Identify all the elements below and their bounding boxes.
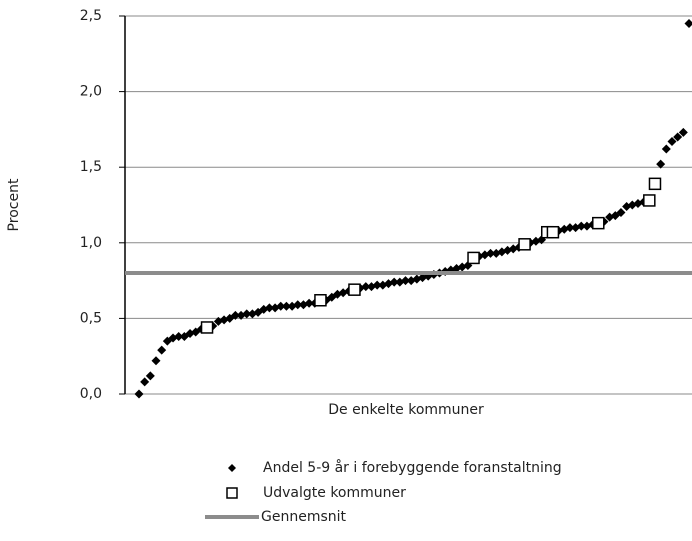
diamond-point <box>684 19 692 29</box>
square-point <box>648 177 662 191</box>
diamond-point <box>372 280 382 290</box>
diamond-point <box>576 221 586 231</box>
diamond-point <box>400 276 410 286</box>
diamond-point <box>678 127 688 137</box>
diamond-point <box>667 136 677 146</box>
diamond-point <box>276 301 286 311</box>
legend-symbol <box>228 464 236 472</box>
square-point <box>200 321 214 334</box>
diamond-point <box>174 332 184 342</box>
diamond-point <box>361 282 371 292</box>
diamond-point <box>140 377 150 387</box>
square-point <box>592 216 605 230</box>
diamond-point <box>157 345 167 355</box>
y-tick-label: 2,0 <box>80 84 102 100</box>
diamond-point <box>151 356 161 366</box>
square-point <box>546 225 560 239</box>
y-tick-label: 0,5 <box>80 310 102 326</box>
diamond-point <box>673 132 683 142</box>
diamond-point <box>293 300 303 310</box>
y-axis-label: Procent <box>6 178 22 231</box>
legend-symbol <box>226 487 238 499</box>
square-point <box>348 283 361 296</box>
y-tick-label: 2,5 <box>80 8 102 24</box>
diamond-point <box>134 389 144 399</box>
diamond-point <box>264 303 274 313</box>
square-point <box>467 251 480 265</box>
diamond-point <box>281 301 291 311</box>
x-axis-label: De enkelte kommuner <box>328 402 484 418</box>
diamond-point <box>565 223 575 233</box>
legend-label: Udvalgte kommuner <box>263 485 406 501</box>
diamond-point <box>242 309 252 319</box>
diamond-point <box>145 371 155 381</box>
y-tick-label: 1,5 <box>80 159 102 175</box>
square-point <box>643 194 656 207</box>
y-tick-label: 1,0 <box>80 235 102 251</box>
square-point <box>518 238 531 251</box>
legend-label: Gennemsnit <box>261 509 347 525</box>
diamond-point <box>661 144 671 154</box>
diamond-point <box>616 208 626 218</box>
diamond-point <box>486 248 496 258</box>
legend-label: Andel 5-9 år i forebyggende foranstaltni… <box>263 459 562 476</box>
y-tick-label: 0,0 <box>80 386 102 402</box>
diamond-point <box>304 298 314 308</box>
diamond-point <box>389 277 399 287</box>
diamond-point <box>230 310 240 320</box>
square-point <box>314 294 327 307</box>
diamond-point <box>656 159 666 169</box>
